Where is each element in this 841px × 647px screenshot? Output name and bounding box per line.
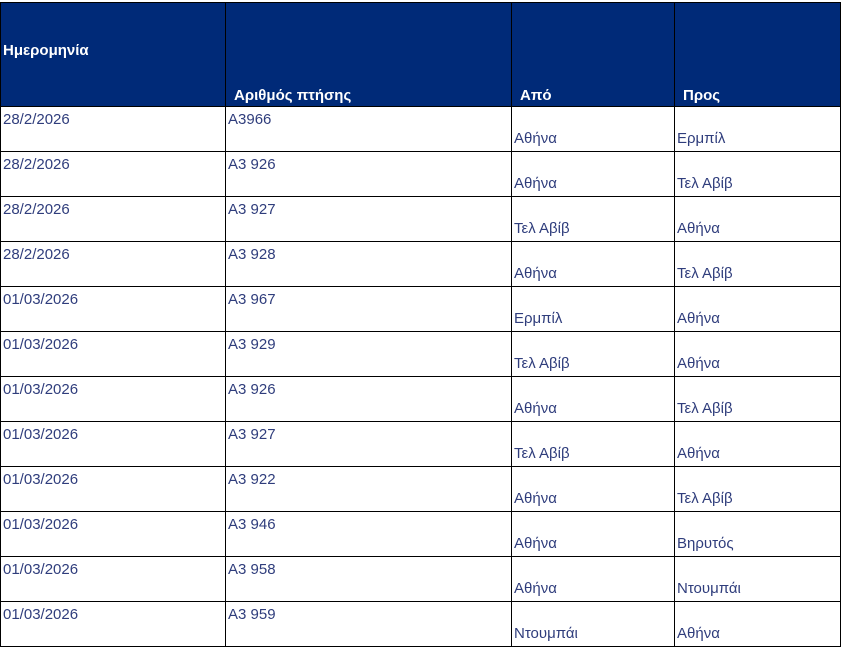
table-row: 01/03/2026 A3 927 Τελ Αβίβ Αθήνα	[0, 421, 841, 467]
date-cell: 01/03/2026	[0, 466, 226, 512]
from-cell: Τελ Αβίβ	[511, 331, 675, 377]
table-row: 01/03/2026 A3 958 Αθήνα Ντουμπάι	[0, 556, 841, 602]
date-cell: 01/03/2026	[0, 421, 226, 467]
to-cell: Ερμπίλ	[674, 106, 841, 152]
flight-number-cell: A3 926	[225, 151, 512, 197]
to-cell: Τελ Αβίβ	[674, 241, 841, 287]
table-row: 28/2/2026 A3966 Αθήνα Ερμπίλ	[0, 106, 841, 152]
header-from: Από	[511, 2, 675, 107]
to-cell: Τελ Αβίβ	[674, 466, 841, 512]
flight-number-cell: A3 967	[225, 286, 512, 332]
from-cell: Αθήνα	[511, 466, 675, 512]
to-cell: Αθήνα	[674, 421, 841, 467]
to-cell: Αθήνα	[674, 196, 841, 242]
to-cell: Αθήνα	[674, 601, 841, 647]
header-row: Ημερομηνία Αριθμός πτήσης Από Προς	[0, 2, 841, 107]
flight-number-cell: A3 928	[225, 241, 512, 287]
table-row: 01/03/2026 A3 926 Αθήνα Τελ Αβίβ	[0, 376, 841, 422]
flight-number-cell: A3 946	[225, 511, 512, 557]
from-cell: Αθήνα	[511, 151, 675, 197]
from-cell: Τελ Αβίβ	[511, 196, 675, 242]
from-cell: Ντουμπάι	[511, 601, 675, 647]
date-cell: 01/03/2026	[0, 286, 226, 332]
to-cell: Αθήνα	[674, 286, 841, 332]
table-row: 28/2/2026 A3 926 Αθήνα Τελ Αβίβ	[0, 151, 841, 197]
from-cell: Αθήνα	[511, 556, 675, 602]
to-cell: Τελ Αβίβ	[674, 151, 841, 197]
from-cell: Αθήνα	[511, 106, 675, 152]
flight-number-cell: A3966	[225, 106, 512, 152]
flight-number-cell: A3 959	[225, 601, 512, 647]
header-to: Προς	[674, 2, 841, 107]
header-flight-number: Αριθμός πτήσης	[225, 2, 512, 107]
table-row: 28/2/2026 A3 928 Αθήνα Τελ Αβίβ	[0, 241, 841, 287]
table-row: 01/03/2026 A3 922 Αθήνα Τελ Αβίβ	[0, 466, 841, 512]
date-cell: 28/2/2026	[0, 196, 226, 242]
flight-number-cell: A3 927	[225, 196, 512, 242]
date-cell: 28/2/2026	[0, 106, 226, 152]
from-cell: Αθήνα	[511, 241, 675, 287]
date-cell: 01/03/2026	[0, 331, 226, 377]
table-row: 01/03/2026 A3 967 Ερμπίλ Αθήνα	[0, 286, 841, 332]
to-cell: Βηρυτός	[674, 511, 841, 557]
from-cell: Αθήνα	[511, 511, 675, 557]
table-row: 01/03/2026 A3 929 Τελ Αβίβ Αθήνα	[0, 331, 841, 377]
from-cell: Τελ Αβίβ	[511, 421, 675, 467]
flight-number-cell: A3 929	[225, 331, 512, 377]
to-cell: Αθήνα	[674, 331, 841, 377]
flight-number-cell: A3 922	[225, 466, 512, 512]
table-row: 01/03/2026 A3 959 Ντουμπάι Αθήνα	[0, 601, 841, 647]
date-cell: 01/03/2026	[0, 601, 226, 647]
table-row: 28/2/2026 A3 927 Τελ Αβίβ Αθήνα	[0, 196, 841, 242]
header-date: Ημερομηνία	[0, 2, 226, 107]
table-row: 01/03/2026 A3 946 Αθήνα Βηρυτός	[0, 511, 841, 557]
from-cell: Ερμπίλ	[511, 286, 675, 332]
date-cell: 01/03/2026	[0, 556, 226, 602]
flight-number-cell: A3 926	[225, 376, 512, 422]
date-cell: 01/03/2026	[0, 376, 226, 422]
date-cell: 01/03/2026	[0, 511, 226, 557]
flight-number-cell: A3 958	[225, 556, 512, 602]
flight-number-cell: A3 927	[225, 421, 512, 467]
date-cell: 28/2/2026	[0, 241, 226, 287]
date-cell: 28/2/2026	[0, 151, 226, 197]
to-cell: Ντουμπάι	[674, 556, 841, 602]
to-cell: Τελ Αβίβ	[674, 376, 841, 422]
from-cell: Αθήνα	[511, 376, 675, 422]
